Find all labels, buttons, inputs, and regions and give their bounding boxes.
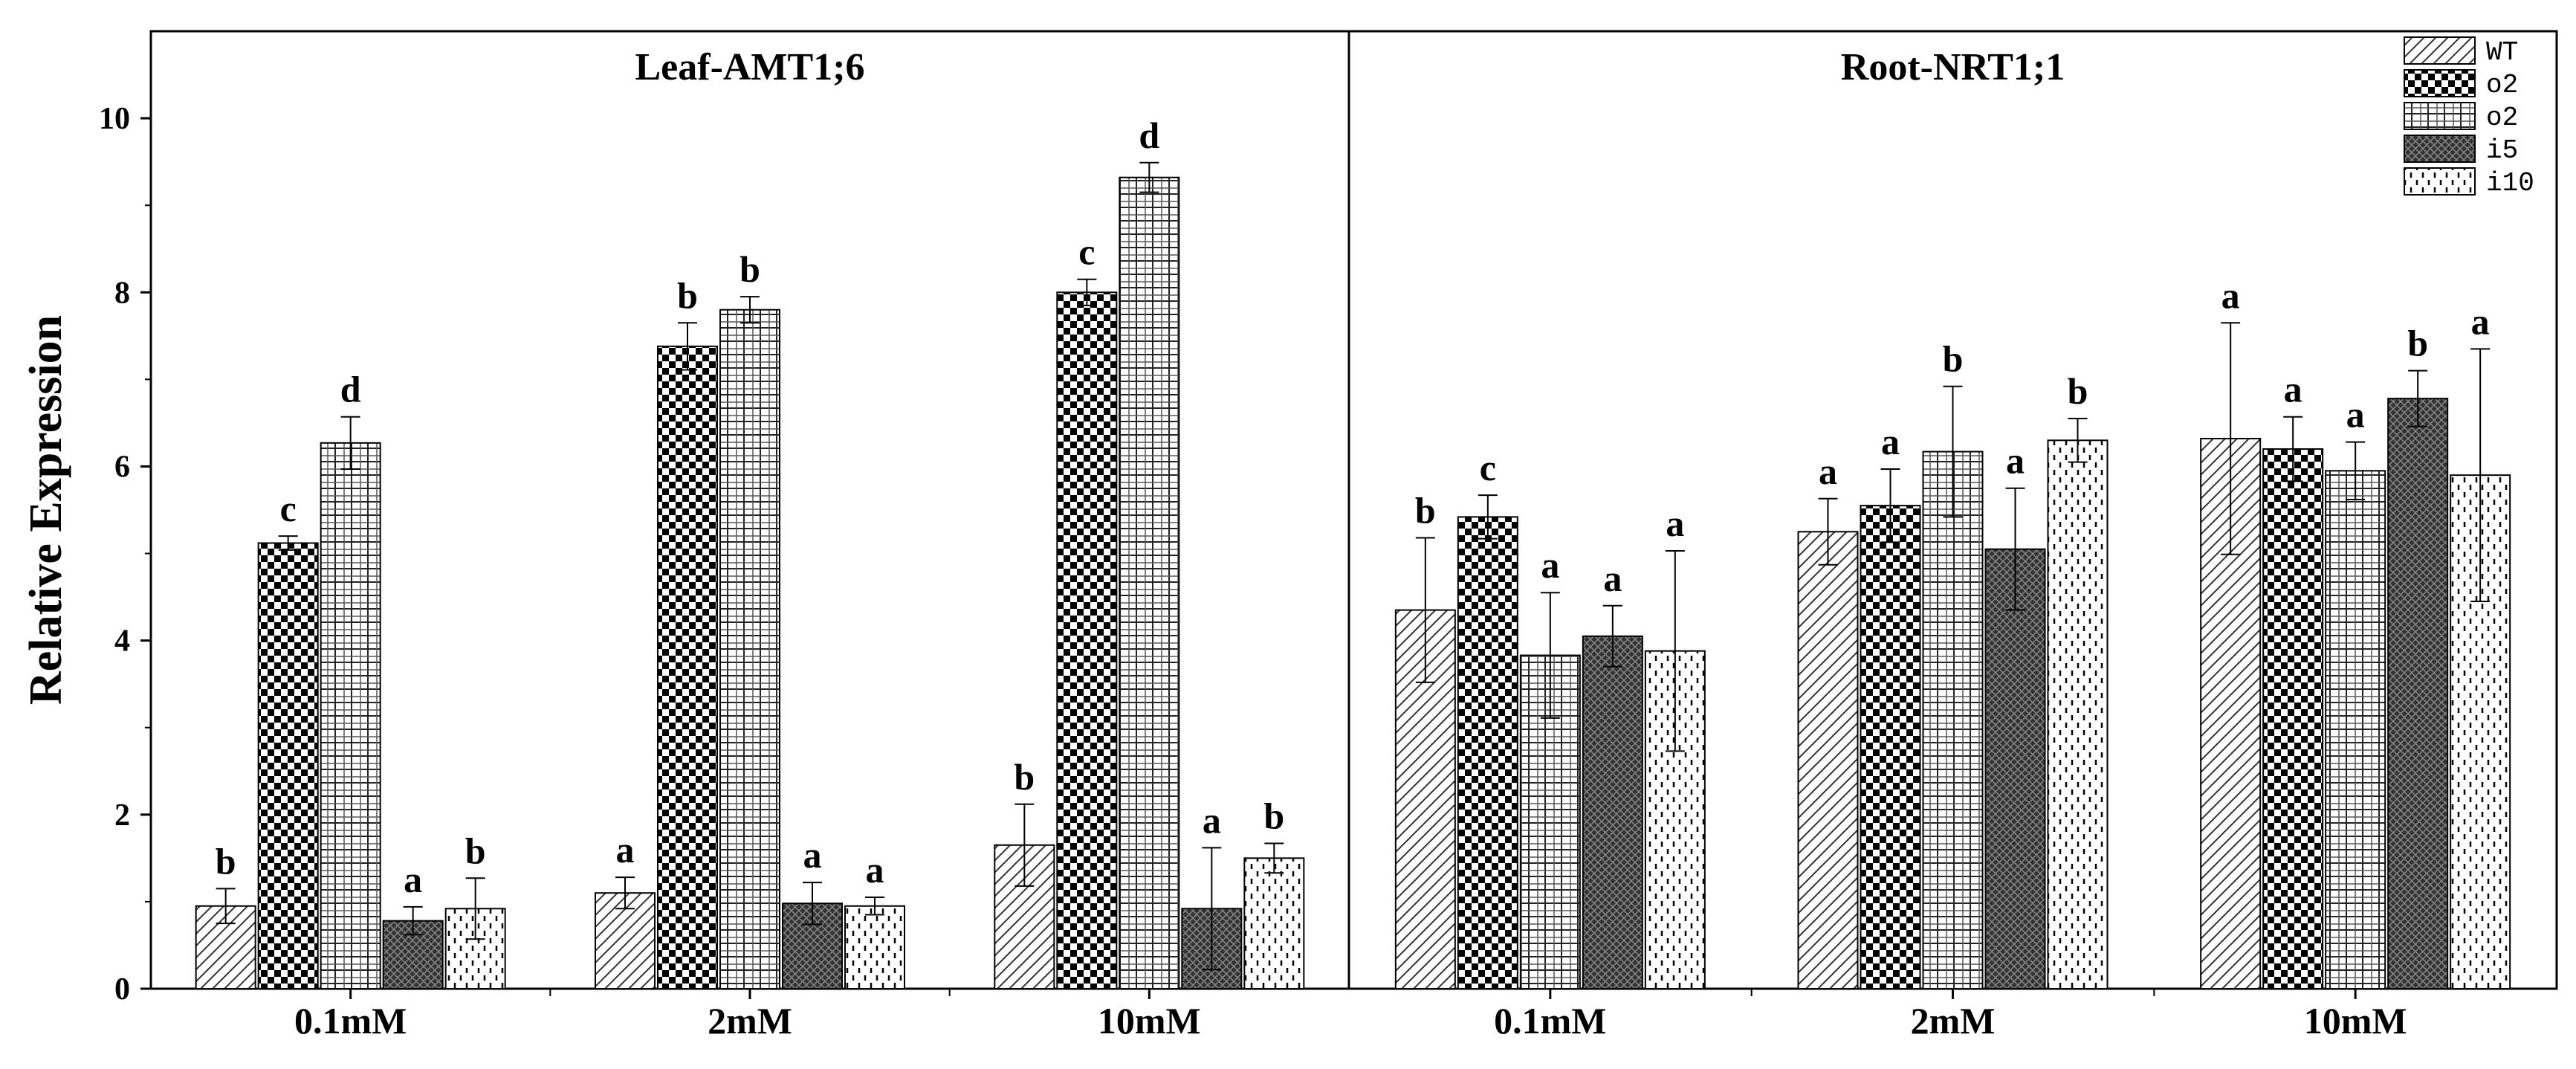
legend-swatch xyxy=(2404,36,2476,65)
significance-label: a xyxy=(404,859,422,900)
legend-label: o2 xyxy=(2486,103,2518,133)
significance-label: b xyxy=(740,248,760,290)
bar xyxy=(2387,398,2449,989)
legend-swatch xyxy=(2404,69,2476,97)
significance-label: a xyxy=(2221,274,2240,316)
significance-label: b xyxy=(1014,756,1035,798)
significance-label: a xyxy=(1603,558,1622,599)
y-tick-label: 10 xyxy=(99,102,130,136)
significance-label: a xyxy=(1819,450,1837,492)
bar xyxy=(2325,470,2386,989)
bar xyxy=(257,542,319,989)
significance-label: a xyxy=(2284,369,2302,410)
legend-swatch xyxy=(2404,102,2476,130)
significance-label: b xyxy=(216,840,236,882)
significance-label: b xyxy=(1415,489,1436,531)
significance-label: d xyxy=(340,369,361,410)
x-tick-label: 10mM xyxy=(1098,1000,1201,1041)
significance-label: c xyxy=(1480,447,1496,488)
x-tick-label: 2mM xyxy=(708,1000,792,1041)
bar xyxy=(2262,448,2324,989)
significance-label: a xyxy=(1666,503,1684,544)
y-tick-label: 2 xyxy=(114,798,130,833)
significance-label: a xyxy=(866,849,884,891)
bar xyxy=(1056,291,1118,990)
significance-label: b xyxy=(677,274,698,316)
significance-label: b xyxy=(1943,338,1964,380)
significance-label: b xyxy=(2407,323,2428,364)
plot-frame xyxy=(149,30,2558,990)
bar xyxy=(719,309,780,989)
y-tick-label: 0 xyxy=(114,972,130,1007)
legend-label: i5 xyxy=(2486,135,2518,166)
bar xyxy=(657,345,718,989)
significance-label: a xyxy=(803,834,822,876)
x-tick-label: 2mM xyxy=(1911,1000,1996,1041)
bar xyxy=(1119,176,1180,989)
bar xyxy=(320,442,381,989)
significance-label: b xyxy=(1263,795,1284,836)
panel-title: Root-NRT1;1 xyxy=(1841,46,2065,88)
x-tick-label: 0.1mM xyxy=(1494,1000,1606,1041)
legend-label: WT xyxy=(2486,37,2518,68)
significance-label: a xyxy=(616,829,635,871)
legend-label: o2 xyxy=(2486,70,2518,100)
bar xyxy=(1984,548,2046,989)
significance-label: b xyxy=(465,830,486,871)
panel-title: Leaf-AMT1;6 xyxy=(635,46,864,88)
significance-label: a xyxy=(2471,300,2490,342)
significance-label: d xyxy=(1139,114,1159,156)
legend-swatch xyxy=(2404,167,2476,196)
y-tick-label: 4 xyxy=(114,624,130,659)
y-axis-label: Relative Expression xyxy=(21,315,71,705)
significance-label: a xyxy=(1541,544,1559,586)
legend-label: i10 xyxy=(2486,168,2534,198)
bar xyxy=(195,905,256,990)
significance-label: a xyxy=(2346,394,2365,436)
bar xyxy=(1797,531,1859,989)
significance-label: a xyxy=(2006,440,2025,482)
bar xyxy=(1243,857,1305,990)
y-tick-label: 8 xyxy=(114,276,130,310)
x-tick-label: 0.1mM xyxy=(294,1000,407,1041)
bar xyxy=(1922,450,1984,989)
significance-label: c xyxy=(280,488,297,529)
bar xyxy=(1860,505,1921,989)
significance-label: c xyxy=(1078,231,1095,273)
significance-label: a xyxy=(1203,799,1221,841)
significance-label: a xyxy=(1881,421,1900,462)
bar xyxy=(1457,516,1518,989)
bar xyxy=(2047,439,2109,989)
significance-label: b xyxy=(2068,370,2088,412)
x-tick-label: 10mM xyxy=(2304,1000,2407,1041)
legend-swatch xyxy=(2404,135,2476,163)
bar xyxy=(844,905,905,990)
bar xyxy=(1582,635,1643,989)
y-tick-label: 6 xyxy=(114,450,130,484)
